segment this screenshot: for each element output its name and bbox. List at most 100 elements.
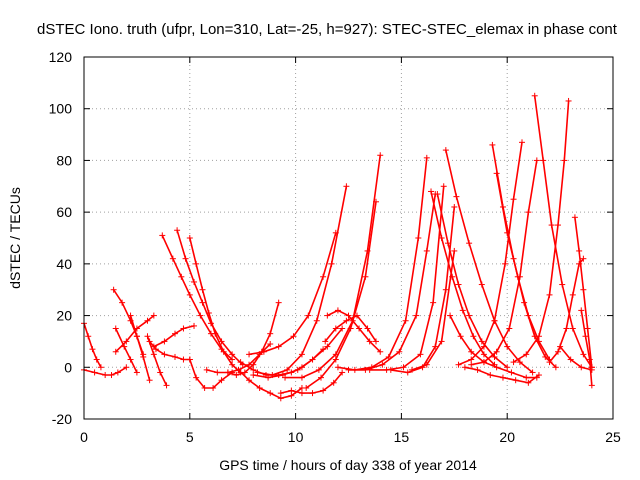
data-point bbox=[559, 281, 566, 288]
data-point bbox=[186, 291, 193, 298]
data-point bbox=[468, 348, 475, 355]
data-point bbox=[229, 361, 236, 368]
data-point bbox=[324, 312, 331, 319]
data-point bbox=[119, 299, 126, 306]
data-point bbox=[366, 366, 373, 373]
data-point bbox=[580, 255, 587, 262]
data-point bbox=[377, 348, 384, 355]
series-30 bbox=[408, 247, 458, 373]
data-point bbox=[220, 348, 227, 355]
data-point bbox=[504, 343, 511, 350]
series-line bbox=[114, 328, 138, 373]
data-point bbox=[502, 260, 509, 267]
data-point bbox=[523, 374, 530, 381]
data-point bbox=[478, 338, 485, 345]
data-point bbox=[364, 325, 371, 332]
y-tick-label: 20 bbox=[56, 308, 72, 324]
data-point bbox=[523, 351, 530, 358]
series-line bbox=[471, 160, 538, 366]
data-point bbox=[241, 369, 248, 376]
data-point bbox=[451, 203, 458, 210]
data-point bbox=[586, 356, 593, 363]
data-point bbox=[442, 286, 449, 293]
x-tick-labels: 0 5 10 15 20 25 bbox=[80, 429, 621, 445]
x-tick-label: 20 bbox=[499, 429, 515, 445]
data-point bbox=[174, 227, 181, 234]
x-tick-label: 5 bbox=[186, 429, 194, 445]
data-point bbox=[334, 307, 341, 314]
data-point bbox=[499, 374, 506, 381]
series-44 bbox=[578, 307, 595, 389]
data-point bbox=[171, 353, 178, 360]
data-point bbox=[193, 260, 200, 267]
data-point bbox=[150, 351, 157, 358]
data-point bbox=[267, 330, 274, 337]
data-point bbox=[582, 333, 589, 340]
y-axis-label: dSTEC / TECUs bbox=[7, 187, 23, 289]
data-point bbox=[516, 359, 523, 366]
series-10 bbox=[174, 227, 246, 368]
y-tick-label: 100 bbox=[49, 101, 73, 117]
data-point bbox=[569, 325, 576, 332]
data-point bbox=[345, 312, 352, 319]
series-7 bbox=[144, 333, 170, 389]
series-32 bbox=[428, 188, 498, 368]
series-5 bbox=[112, 325, 140, 376]
data-point bbox=[254, 369, 261, 376]
data-point bbox=[212, 330, 219, 337]
series-43 bbox=[571, 214, 595, 371]
data-point bbox=[205, 309, 212, 316]
series-line bbox=[189, 237, 242, 374]
data-point bbox=[470, 333, 477, 340]
data-point bbox=[233, 372, 240, 379]
data-point bbox=[322, 338, 329, 345]
data-point bbox=[282, 374, 289, 381]
data-point bbox=[246, 351, 253, 358]
data-point bbox=[277, 390, 284, 397]
data-point bbox=[91, 369, 98, 376]
data-point bbox=[449, 273, 456, 280]
data-point bbox=[535, 372, 542, 379]
data-point bbox=[298, 390, 305, 397]
data-point bbox=[108, 372, 115, 379]
data-point bbox=[157, 369, 164, 376]
data-point bbox=[298, 351, 305, 358]
x-tick-label: 15 bbox=[394, 429, 410, 445]
series-line bbox=[176, 229, 244, 366]
data-point bbox=[373, 198, 380, 205]
data-point bbox=[546, 359, 553, 366]
data-point bbox=[191, 322, 198, 329]
series-line bbox=[449, 315, 537, 379]
series-line bbox=[83, 323, 102, 368]
series-13 bbox=[186, 235, 244, 376]
data-point bbox=[506, 325, 513, 332]
data-point bbox=[159, 232, 166, 239]
series-24 bbox=[324, 307, 384, 355]
data-point bbox=[191, 278, 198, 285]
data-point bbox=[373, 338, 380, 345]
data-point bbox=[169, 255, 176, 262]
data-point bbox=[178, 273, 185, 280]
data-point bbox=[415, 235, 422, 241]
y-tick-label: 120 bbox=[49, 49, 73, 65]
data-point bbox=[535, 333, 542, 340]
series-27 bbox=[345, 191, 439, 373]
data-point bbox=[453, 193, 460, 200]
series-33 bbox=[434, 191, 511, 371]
series-line bbox=[326, 309, 381, 353]
data-point bbox=[324, 343, 331, 350]
data-point bbox=[554, 348, 561, 355]
series-line bbox=[189, 359, 233, 389]
data-point bbox=[493, 348, 500, 355]
data-point bbox=[102, 372, 109, 379]
data-point bbox=[413, 312, 420, 319]
data-point bbox=[112, 348, 119, 355]
series-19 bbox=[277, 369, 346, 397]
data-point bbox=[114, 369, 121, 376]
data-point bbox=[466, 312, 473, 319]
data-point bbox=[246, 377, 253, 384]
data-point bbox=[229, 356, 236, 363]
series-line bbox=[580, 310, 593, 386]
data-point bbox=[404, 369, 411, 376]
data-point bbox=[343, 183, 350, 190]
